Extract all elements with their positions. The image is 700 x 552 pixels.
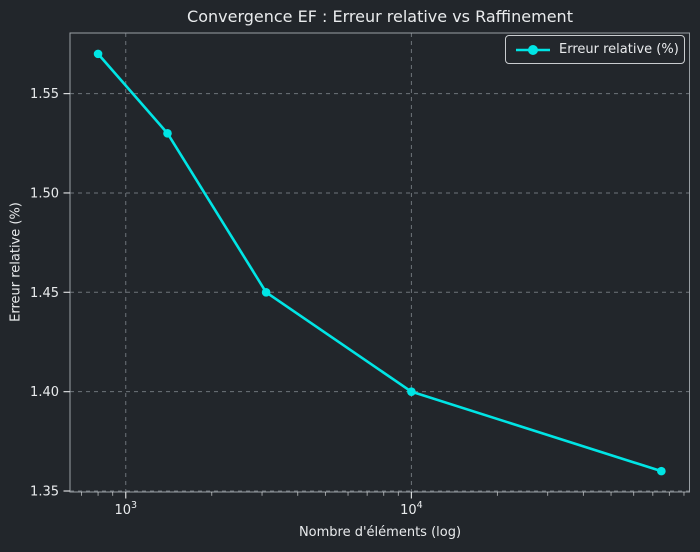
legend-line-marker-icon [516, 44, 550, 55]
x-axis-label: Nombre d'éléments (log) [298, 525, 462, 540]
data-line [96, 52, 663, 473]
legend: Erreur relative (%) [505, 35, 685, 64]
data-point [163, 129, 172, 138]
y-tick-label: 1.35 [30, 485, 59, 500]
data-point [407, 387, 416, 396]
x-tick-label: 104 [400, 500, 423, 518]
data-point [261, 288, 271, 297]
legend-label: Erreur relative (%) [559, 42, 679, 57]
data-point [93, 49, 103, 59]
axes-spines [69, 32, 690, 493]
y-tick-label: 1.40 [30, 385, 59, 400]
chart-title: Convergence EF : Erreur relative vs Raff… [187, 7, 573, 26]
y-axis-label-text: Erreur relative (%) [8, 202, 24, 322]
y-tick-label: 1.50 [30, 186, 59, 201]
y-tick-label: 1.55 [30, 87, 59, 102]
x-tick-label: 103 [114, 500, 137, 518]
y-tick-label: 1.45 [30, 286, 59, 301]
data-point [657, 466, 666, 476]
